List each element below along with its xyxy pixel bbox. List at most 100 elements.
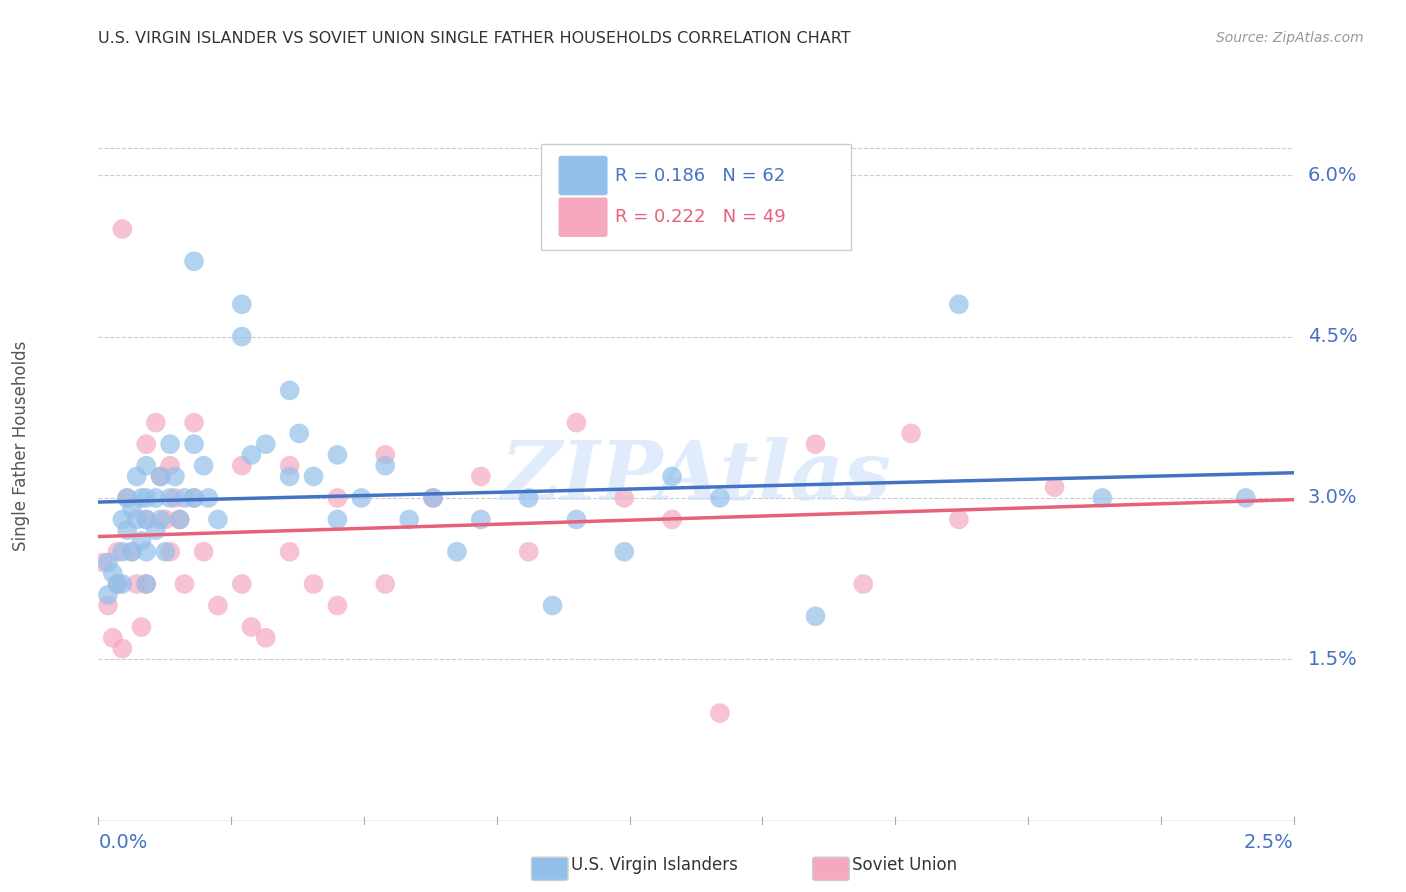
- FancyBboxPatch shape: [540, 144, 851, 250]
- Point: [541, 599, 564, 613]
- Text: Source: ZipAtlas.com: Source: ZipAtlas.com: [1216, 31, 1364, 45]
- Point: [1234, 491, 1257, 505]
- Point: [159, 437, 181, 451]
- Point: [852, 577, 875, 591]
- Point: [173, 577, 195, 591]
- Point: [197, 491, 219, 505]
- Point: [326, 491, 349, 505]
- Point: [145, 491, 167, 505]
- Point: [135, 458, 157, 473]
- Point: [163, 491, 186, 505]
- Point: [231, 458, 253, 473]
- Text: 3.0%: 3.0%: [1308, 489, 1357, 508]
- Point: [131, 491, 153, 505]
- Point: [193, 458, 215, 473]
- Point: [613, 491, 636, 505]
- Point: [155, 512, 177, 526]
- Point: [121, 501, 143, 516]
- Point: [131, 533, 153, 548]
- Point: [254, 631, 277, 645]
- Point: [183, 254, 205, 268]
- Point: [374, 577, 396, 591]
- Text: Soviet Union: Soviet Union: [852, 856, 957, 874]
- Point: [183, 491, 205, 505]
- Point: [326, 599, 349, 613]
- Point: [240, 620, 263, 634]
- Point: [326, 448, 349, 462]
- FancyBboxPatch shape: [558, 156, 607, 195]
- Point: [107, 577, 129, 591]
- Point: [125, 469, 148, 483]
- Point: [446, 545, 468, 559]
- Point: [111, 222, 134, 236]
- Point: [111, 512, 134, 526]
- Point: [804, 609, 827, 624]
- Point: [565, 416, 588, 430]
- Point: [254, 437, 277, 451]
- FancyBboxPatch shape: [558, 197, 607, 237]
- Point: [517, 491, 540, 505]
- Point: [159, 491, 181, 505]
- Point: [302, 469, 325, 483]
- Point: [326, 512, 349, 526]
- Text: Single Father Households: Single Father Households: [13, 341, 30, 551]
- Point: [125, 577, 148, 591]
- Point: [125, 512, 148, 526]
- Point: [135, 491, 157, 505]
- Text: U.S. Virgin Islanders: U.S. Virgin Islanders: [571, 856, 738, 874]
- Text: ZIPAtlas: ZIPAtlas: [501, 437, 891, 516]
- Point: [173, 491, 195, 505]
- Point: [709, 706, 731, 720]
- Point: [135, 545, 157, 559]
- Point: [97, 599, 120, 613]
- Point: [145, 523, 167, 537]
- Point: [661, 469, 683, 483]
- Point: [804, 437, 827, 451]
- Text: U.S. VIRGIN ISLANDER VS SOVIET UNION SINGLE FATHER HOUSEHOLDS CORRELATION CHART: U.S. VIRGIN ISLANDER VS SOVIET UNION SIN…: [98, 31, 851, 46]
- Text: 6.0%: 6.0%: [1308, 166, 1357, 185]
- Point: [145, 416, 167, 430]
- Point: [278, 458, 301, 473]
- Point: [121, 545, 143, 559]
- Point: [231, 329, 253, 343]
- Point: [163, 469, 186, 483]
- Point: [91, 556, 114, 570]
- Point: [350, 491, 373, 505]
- Point: [193, 545, 215, 559]
- Point: [661, 512, 683, 526]
- Point: [121, 545, 143, 559]
- Point: [111, 577, 134, 591]
- Point: [159, 545, 181, 559]
- Point: [135, 577, 157, 591]
- Point: [278, 469, 301, 483]
- Text: 2.5%: 2.5%: [1244, 833, 1294, 853]
- Text: R = 0.186   N = 62: R = 0.186 N = 62: [614, 167, 785, 185]
- Point: [240, 448, 263, 462]
- Point: [1043, 480, 1066, 494]
- Point: [613, 545, 636, 559]
- Point: [470, 469, 492, 483]
- Point: [135, 577, 157, 591]
- Point: [374, 458, 396, 473]
- Point: [1091, 491, 1114, 505]
- Point: [159, 458, 181, 473]
- Point: [135, 512, 157, 526]
- Point: [115, 491, 138, 505]
- Point: [97, 556, 120, 570]
- Point: [278, 384, 301, 398]
- Point: [900, 426, 922, 441]
- Point: [207, 512, 229, 526]
- Point: [101, 631, 124, 645]
- Point: [155, 545, 177, 559]
- Text: R = 0.222   N = 49: R = 0.222 N = 49: [614, 208, 786, 227]
- Point: [709, 491, 731, 505]
- Point: [135, 437, 157, 451]
- Point: [565, 512, 588, 526]
- Point: [107, 577, 129, 591]
- Point: [183, 437, 205, 451]
- Point: [183, 416, 205, 430]
- Point: [422, 491, 444, 505]
- Text: 4.5%: 4.5%: [1308, 327, 1357, 346]
- Text: 0.0%: 0.0%: [98, 833, 148, 853]
- Point: [517, 545, 540, 559]
